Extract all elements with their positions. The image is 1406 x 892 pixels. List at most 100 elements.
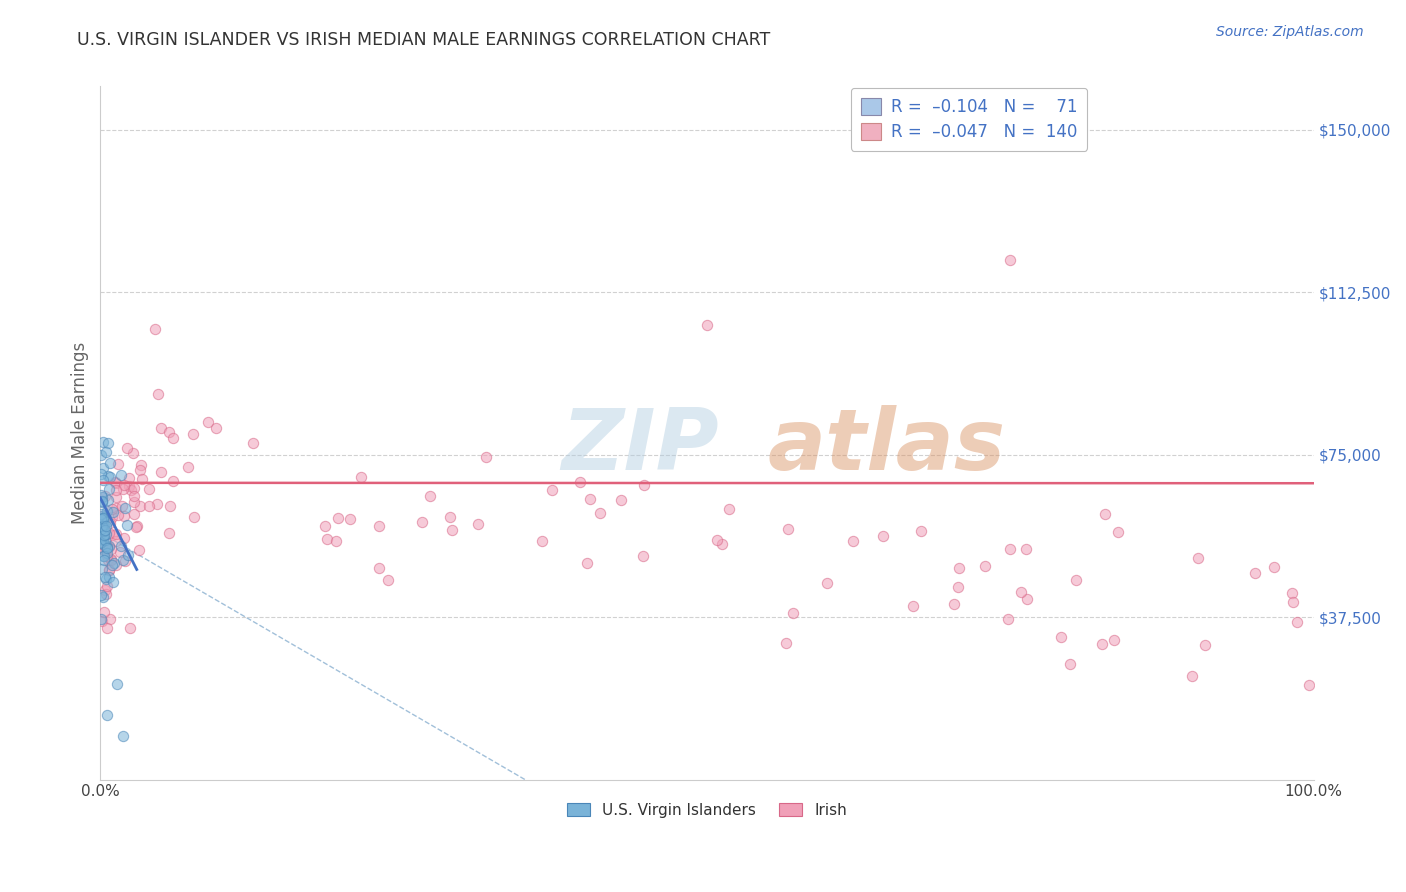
Point — [105, 483, 128, 497]
Point — [112, 508, 135, 523]
Point — [115, 517, 138, 532]
Point — [105, 677, 128, 691]
Point — [439, 510, 461, 524]
Point — [176, 460, 198, 475]
Point — [93, 605, 115, 619]
Point — [104, 558, 127, 572]
Point — [107, 508, 129, 523]
Point — [112, 729, 135, 743]
Point — [96, 579, 118, 593]
Point — [150, 420, 173, 434]
Y-axis label: Median Male Earnings: Median Male Earnings — [72, 342, 89, 524]
Point — [90, 467, 112, 481]
Point — [1244, 566, 1267, 580]
Point — [94, 533, 117, 548]
Point — [96, 539, 118, 553]
Point — [131, 472, 153, 486]
Point — [91, 511, 114, 525]
Point — [94, 523, 117, 537]
Point — [1050, 630, 1073, 644]
Point — [111, 482, 134, 496]
Point — [97, 492, 120, 507]
Point — [1281, 586, 1303, 600]
Point — [162, 475, 184, 489]
Point — [325, 534, 347, 549]
Point — [97, 539, 120, 553]
Point — [103, 556, 125, 570]
Point — [97, 469, 120, 483]
Point — [696, 318, 718, 332]
Point — [314, 519, 336, 533]
Point — [1064, 574, 1087, 588]
Point — [1187, 551, 1209, 566]
Point — [105, 490, 128, 504]
Point — [1059, 657, 1081, 672]
Point — [91, 473, 114, 487]
Point — [91, 614, 114, 628]
Point — [90, 541, 112, 556]
Point — [91, 512, 114, 526]
Point — [1181, 669, 1204, 683]
Point — [129, 458, 152, 473]
Text: ZIP: ZIP — [561, 405, 718, 488]
Point — [96, 549, 118, 563]
Point — [1107, 524, 1129, 539]
Point — [1094, 507, 1116, 521]
Point — [110, 499, 132, 513]
Text: Source: ZipAtlas.com: Source: ZipAtlas.com — [1216, 25, 1364, 39]
Point — [96, 707, 118, 722]
Point — [578, 491, 600, 506]
Point — [94, 519, 117, 533]
Point — [90, 612, 112, 626]
Point — [96, 621, 118, 635]
Point — [98, 456, 121, 470]
Point — [127, 519, 149, 533]
Point — [93, 528, 115, 542]
Point — [97, 526, 120, 541]
Point — [90, 517, 112, 532]
Point — [122, 489, 145, 503]
Point — [183, 510, 205, 524]
Point — [101, 558, 124, 573]
Point — [112, 553, 135, 567]
Point — [90, 495, 112, 509]
Point — [96, 503, 118, 517]
Point — [107, 457, 129, 471]
Point — [776, 523, 799, 537]
Point — [98, 470, 121, 484]
Point — [143, 322, 166, 336]
Point — [96, 540, 118, 554]
Point — [105, 527, 128, 541]
Point — [101, 575, 124, 590]
Point — [108, 545, 131, 559]
Point — [91, 562, 114, 576]
Point — [205, 421, 228, 435]
Point — [97, 482, 120, 496]
Point — [89, 536, 111, 550]
Point — [90, 508, 112, 522]
Point — [146, 387, 169, 401]
Point — [94, 445, 117, 459]
Point — [114, 553, 136, 567]
Point — [122, 495, 145, 509]
Point — [419, 489, 441, 503]
Point — [121, 446, 143, 460]
Point — [948, 580, 970, 594]
Point — [98, 570, 121, 584]
Point — [1010, 584, 1032, 599]
Point — [91, 529, 114, 543]
Point — [157, 425, 180, 439]
Point — [93, 542, 115, 557]
Point — [101, 528, 124, 542]
Point — [91, 532, 114, 546]
Point — [129, 499, 152, 513]
Point — [97, 563, 120, 577]
Point — [112, 531, 135, 545]
Point — [100, 541, 122, 556]
Point — [90, 490, 112, 504]
Point — [105, 501, 128, 516]
Point — [90, 509, 112, 524]
Point — [339, 512, 361, 526]
Point — [91, 518, 114, 533]
Point — [101, 509, 124, 524]
